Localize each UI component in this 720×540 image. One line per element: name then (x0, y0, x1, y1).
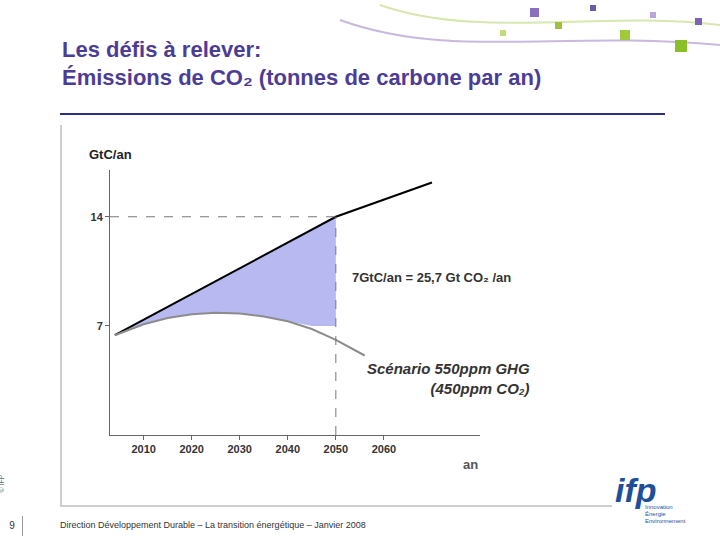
html-text:Les défis à relever:: Les défis à relever: (62, 37, 262, 62)
html-text:ifp: ifp (615, 471, 657, 509)
svg-text:Scénario 550ppm GHG(450ppm CO₂: Scénario 550ppm GHG(450ppm CO₂) (367, 360, 530, 397)
html-text:Direction Développement Durabl: Direction Développement Durable – La tra… (60, 520, 366, 530)
svg-text:14: 14 (91, 211, 104, 223)
html-text:Environnement: Environnement (645, 518, 686, 524)
svg-text:2010: 2010 (131, 443, 155, 455)
html-text:9: 9 (9, 520, 15, 531)
html-text:Émissions de CO₂ (tonnes de ca: Émissions de CO₂ (tonnes de carbone par … (62, 65, 542, 90)
html-text:Énergie: Énergie (645, 511, 666, 517)
svg-text:2040: 2040 (276, 443, 300, 455)
svg-text:GtC/an: GtC/an (89, 147, 132, 162)
svg-text:2060: 2060 (372, 443, 396, 455)
svg-text:7: 7 (97, 320, 103, 332)
svg-text:2020: 2020 (179, 443, 203, 455)
svg-text:2030: 2030 (227, 443, 251, 455)
svg-text:an: an (463, 457, 478, 472)
svg-text:2050: 2050 (324, 443, 348, 455)
svg-text:7GtC/an = 25,7 Gt CO₂ /an: 7GtC/an = 25,7 Gt CO₂ /an (352, 270, 511, 285)
html-text:Innovation: Innovation (645, 504, 673, 510)
